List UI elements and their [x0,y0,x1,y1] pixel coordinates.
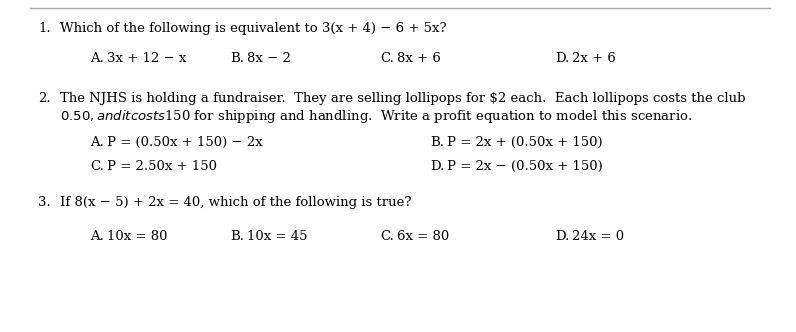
Text: D.: D. [555,52,569,65]
Text: If 8(x − 5) + 2x = 40, which of the following is true?: If 8(x − 5) + 2x = 40, which of the foll… [60,196,412,209]
Text: 10x = 45: 10x = 45 [247,230,307,243]
Text: 2.: 2. [38,92,51,105]
Text: A.: A. [90,136,103,149]
Text: 1.: 1. [38,22,51,35]
Text: 3x + 12 − x: 3x + 12 − x [107,52,186,65]
Text: 2x + 6: 2x + 6 [572,52,616,65]
Text: D.: D. [555,230,569,243]
Text: 10x = 80: 10x = 80 [107,230,167,243]
Text: 24x = 0: 24x = 0 [572,230,624,243]
Text: C.: C. [380,230,394,243]
Text: P = 2.50x + 150: P = 2.50x + 150 [107,160,217,173]
Text: P = 2x + (0.50x + 150): P = 2x + (0.50x + 150) [447,136,603,149]
Text: B.: B. [230,230,244,243]
Text: C.: C. [380,52,394,65]
Text: 8x + 6: 8x + 6 [397,52,441,65]
Text: Which of the following is equivalent to 3(x + 4) − 6 + 5x?: Which of the following is equivalent to … [60,22,447,35]
Text: C.: C. [90,160,103,173]
Text: 8x − 2: 8x − 2 [247,52,291,65]
Text: P = (0.50x + 150) − 2x: P = (0.50x + 150) − 2x [107,136,263,149]
Text: 6x = 80: 6x = 80 [397,230,449,243]
Text: P = 2x − (0.50x + 150): P = 2x − (0.50x + 150) [447,160,603,173]
Text: A.: A. [90,52,103,65]
Text: D.: D. [430,160,444,173]
Text: A.: A. [90,230,103,243]
Text: 3.: 3. [38,196,51,209]
Text: B.: B. [430,136,444,149]
Text: B.: B. [230,52,244,65]
Text: The NJHS is holding a fundraiser.  They are selling lollipops for $2 each.  Each: The NJHS is holding a fundraiser. They a… [60,92,746,105]
Text: $0.50, and it costs $150 for shipping and handling.  Write a profit equation to : $0.50, and it costs $150 for shipping an… [60,108,693,125]
